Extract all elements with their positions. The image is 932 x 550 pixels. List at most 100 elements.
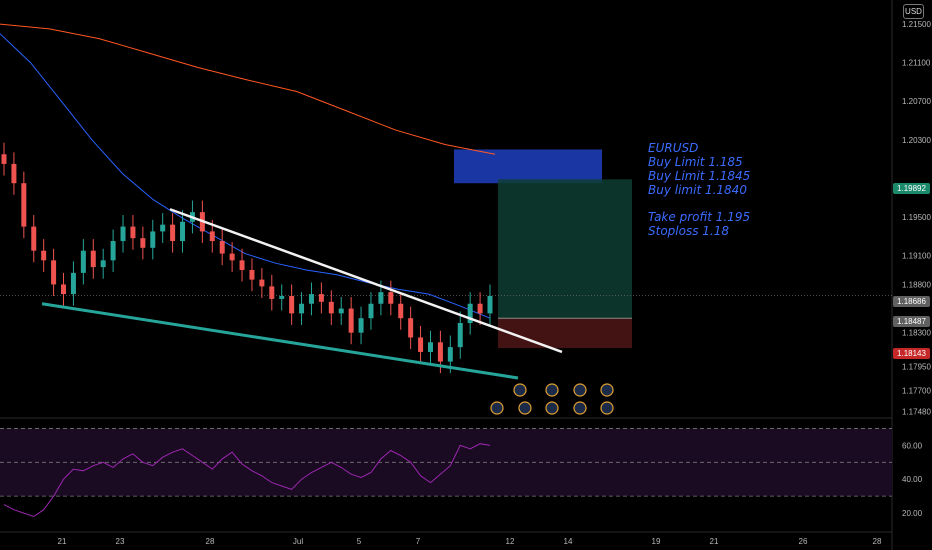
candle-body <box>150 231 156 248</box>
candle-body <box>100 260 106 268</box>
candle-body <box>269 286 275 299</box>
candle-body <box>160 224 166 232</box>
rsi-axis-tick: 40.00 <box>902 475 923 484</box>
time-axis-tick: 7 <box>416 537 421 546</box>
price-axis-tick: 1.18300 <box>902 329 931 338</box>
annotation-line: Buy Limit 1.1845 <box>648 169 751 183</box>
stoploss-zone <box>498 318 632 349</box>
candle-body <box>328 301 334 314</box>
candle-body <box>259 279 265 287</box>
time-axis-tick: 21 <box>710 537 719 546</box>
price-axis-tick: 1.20300 <box>902 136 931 145</box>
price-axis-tick: 1.19500 <box>902 213 931 222</box>
candle-body <box>338 308 344 314</box>
candle-body <box>348 308 354 333</box>
candle-body <box>209 231 215 242</box>
take-profit-zone <box>498 179 632 319</box>
ma-fast-line <box>0 33 491 319</box>
candle-body <box>80 250 86 273</box>
time-axis-tick: 21 <box>58 537 67 546</box>
candle-body <box>437 342 443 362</box>
price-tag-current: 1.18686 <box>893 296 930 307</box>
rsi-line <box>3 443 491 518</box>
time-axis-tick: 23 <box>116 537 125 546</box>
price-axis-tick: 1.17700 <box>902 387 931 396</box>
price-axis[interactable]: 1.21500 1.21100 1.20700 1.20300 1.19500 1.191… <box>902 20 931 417</box>
price-axis-tick: 1.21500 <box>902 20 931 29</box>
candle-body <box>229 253 235 261</box>
candle-body <box>378 292 384 304</box>
candle-body <box>110 241 116 261</box>
rsi-axis-tick: 60.00 <box>902 441 923 450</box>
candle-body <box>70 272 76 295</box>
candle-body <box>358 318 364 333</box>
candle-body <box>427 342 433 352</box>
candle-body <box>140 238 146 248</box>
event-flag-icon <box>545 401 559 415</box>
annotation-line: Take profit 1.195 <box>648 210 751 224</box>
candle-body <box>249 269 255 280</box>
event-flag-icon <box>573 401 587 415</box>
candle-body <box>487 296 493 314</box>
candle-body <box>239 260 245 270</box>
candle-body <box>447 347 453 362</box>
economic-event-icons[interactable] <box>490 383 614 415</box>
candlestick-series <box>1 142 493 374</box>
time-axis-tick: 28 <box>206 537 215 546</box>
candle-body <box>477 303 483 314</box>
candle-body <box>31 226 37 251</box>
candle-body <box>41 250 47 261</box>
candle-body <box>289 296 295 314</box>
price-axis-tick: 1.17480 <box>902 408 931 417</box>
price-axis-tick: 1.18800 <box>902 280 931 289</box>
candle-body <box>21 183 27 227</box>
time-axis-tick: Jul <box>293 537 303 546</box>
candle-body <box>398 303 404 319</box>
time-axis-tick: 14 <box>564 537 573 546</box>
candle-body <box>318 294 324 302</box>
event-flag-icon <box>490 401 504 415</box>
candle-body <box>120 226 126 242</box>
candle-body <box>219 241 225 254</box>
candle-body <box>408 318 414 338</box>
candle-body <box>467 303 473 324</box>
time-axis-tick: 26 <box>799 537 808 546</box>
ma-slow-line <box>0 23 496 155</box>
candle-body <box>180 221 186 242</box>
price-tag-entry: 1.18487 <box>893 316 930 327</box>
candle-body <box>11 163 17 184</box>
time-axis-tick: 19 <box>652 537 661 546</box>
price-tag-take-profit: 1.19892 <box>893 183 930 194</box>
rsi-pane: 60.00 40.00 20.00 <box>0 428 923 518</box>
annotation-line: Buy Limit 1.185 <box>648 155 743 169</box>
event-flag-icon <box>600 401 614 415</box>
candle-body <box>457 323 463 348</box>
candle-body <box>308 294 314 304</box>
candle-body <box>51 260 57 285</box>
currency-button[interactable]: USD <box>903 4 924 19</box>
annotation-line: Buy limit 1.1840 <box>648 183 747 197</box>
candle-body <box>61 284 67 295</box>
candle-body <box>90 250 96 268</box>
event-flag-icon <box>600 383 614 397</box>
price-axis-tick: 1.19100 <box>902 252 931 261</box>
price-tag-stoploss: 1.18143 <box>893 348 930 359</box>
trade-zones <box>0 149 892 349</box>
candle-body <box>130 226 136 239</box>
buy-limit-zone <box>454 149 602 184</box>
lower-trendline <box>41 302 519 380</box>
candle-body <box>299 303 305 314</box>
trendlines[interactable] <box>41 208 563 380</box>
time-axis-tick: 28 <box>873 537 882 546</box>
candle-body <box>279 296 285 299</box>
trade-annotation: EURUSD Buy Limit 1.185 Buy Limit 1.1845 … <box>648 141 750 238</box>
price-axis-tick: 1.17950 <box>902 362 931 371</box>
price-axis-tick: 1.21100 <box>902 59 931 68</box>
candle-body <box>388 292 394 304</box>
candle-body <box>1 154 7 164</box>
time-axis-tick: 12 <box>506 537 515 546</box>
moving-averages <box>0 23 496 319</box>
candle-body <box>418 337 424 352</box>
time-axis[interactable]: 21 23 28 Jul 5 7 12 14 19 21 26 28 <box>58 537 882 546</box>
